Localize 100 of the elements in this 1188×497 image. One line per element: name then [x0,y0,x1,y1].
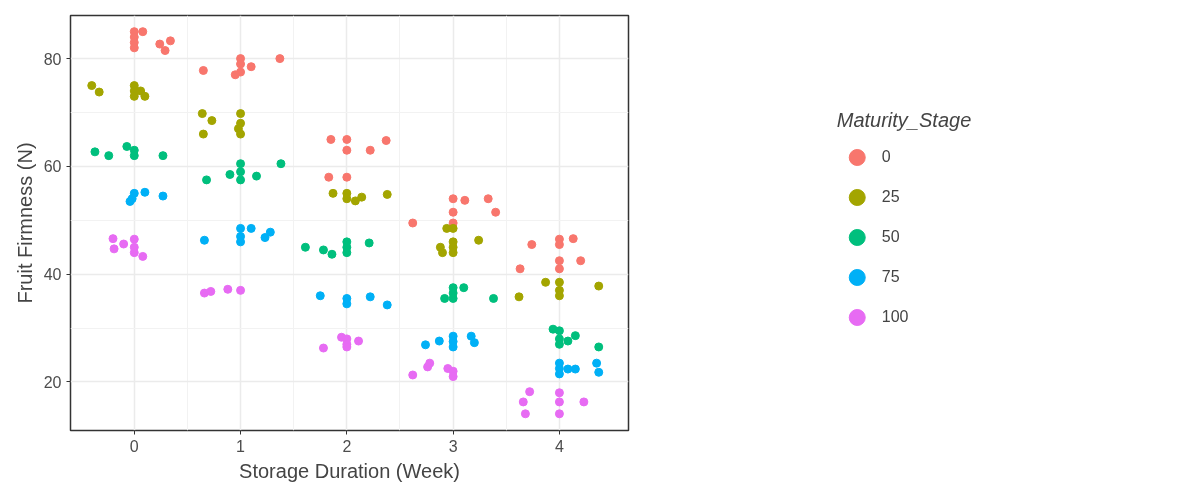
point [236,223,246,233]
legend-title: Maturity_Stage [836,108,972,132]
point [434,336,444,346]
point [158,151,168,161]
x-axis-title: Storage Duration (Week) [239,459,460,482]
point [554,264,564,274]
point [420,340,430,350]
point [260,233,270,243]
point [592,358,602,368]
point [324,172,334,182]
point [265,227,275,237]
point [440,293,450,303]
point [129,234,139,244]
point [520,409,530,419]
point [448,194,458,204]
point [350,196,360,206]
point [365,292,375,302]
point [570,364,580,374]
point [252,171,261,181]
point [594,281,604,291]
point [448,207,458,217]
point [236,129,246,139]
point [448,248,458,258]
point [198,129,208,139]
point [206,286,216,296]
point [357,192,367,202]
point [140,187,150,197]
point [408,370,418,380]
x-tick-label: 1 [236,437,246,455]
point [138,251,148,261]
point [246,62,256,72]
point [223,284,233,294]
point [354,336,364,346]
point [469,338,479,348]
point [554,277,564,287]
point [459,283,469,293]
point [246,223,256,233]
point [342,172,352,182]
point [276,159,286,169]
point [342,248,352,258]
point [576,256,586,266]
point [518,397,528,407]
legend-label: 75 [881,266,901,287]
point [275,54,285,64]
legend-label: 25 [881,186,901,207]
point [90,147,100,157]
y-axis-title: Fruit Firmness (N) [13,142,36,304]
point [300,242,310,252]
point [365,145,375,155]
point [87,81,97,91]
point [594,342,604,352]
point [326,134,336,144]
point [108,234,118,244]
point [129,151,139,161]
y-tick-label: 60 [43,158,62,176]
point [94,87,104,97]
point [236,109,246,119]
x-tick-label: 2 [342,437,352,455]
point [207,116,217,126]
point [594,367,604,377]
point [382,189,392,199]
point [491,207,501,217]
point [342,134,352,144]
point [104,151,114,161]
point [122,141,132,151]
legend-label: 50 [881,226,901,247]
point [138,27,148,37]
point [425,358,435,368]
point [554,409,564,419]
y-tick-label: 40 [43,266,62,284]
point [568,234,578,244]
legend-label: 0 [881,146,892,167]
point [327,249,337,259]
point [236,159,246,169]
x-tick-label: 0 [129,437,139,455]
point [236,175,246,185]
point [199,235,209,245]
point [318,343,328,353]
point [525,387,535,397]
point [466,331,476,341]
point [225,170,235,179]
point [364,238,374,248]
point [381,136,391,146]
x-tick-label: 4 [554,437,564,455]
point [554,397,564,407]
point [554,388,564,398]
x-tick-label: 3 [448,437,458,455]
point [236,285,246,295]
point [140,91,150,101]
y-tick-label: 80 [43,50,62,68]
point [570,331,580,341]
point [198,65,208,75]
point [527,240,537,250]
point [489,293,499,303]
point [563,336,573,346]
point [109,244,119,254]
point [554,326,564,336]
point [448,372,458,382]
point [155,39,165,49]
y-tick-label: 20 [43,373,62,391]
